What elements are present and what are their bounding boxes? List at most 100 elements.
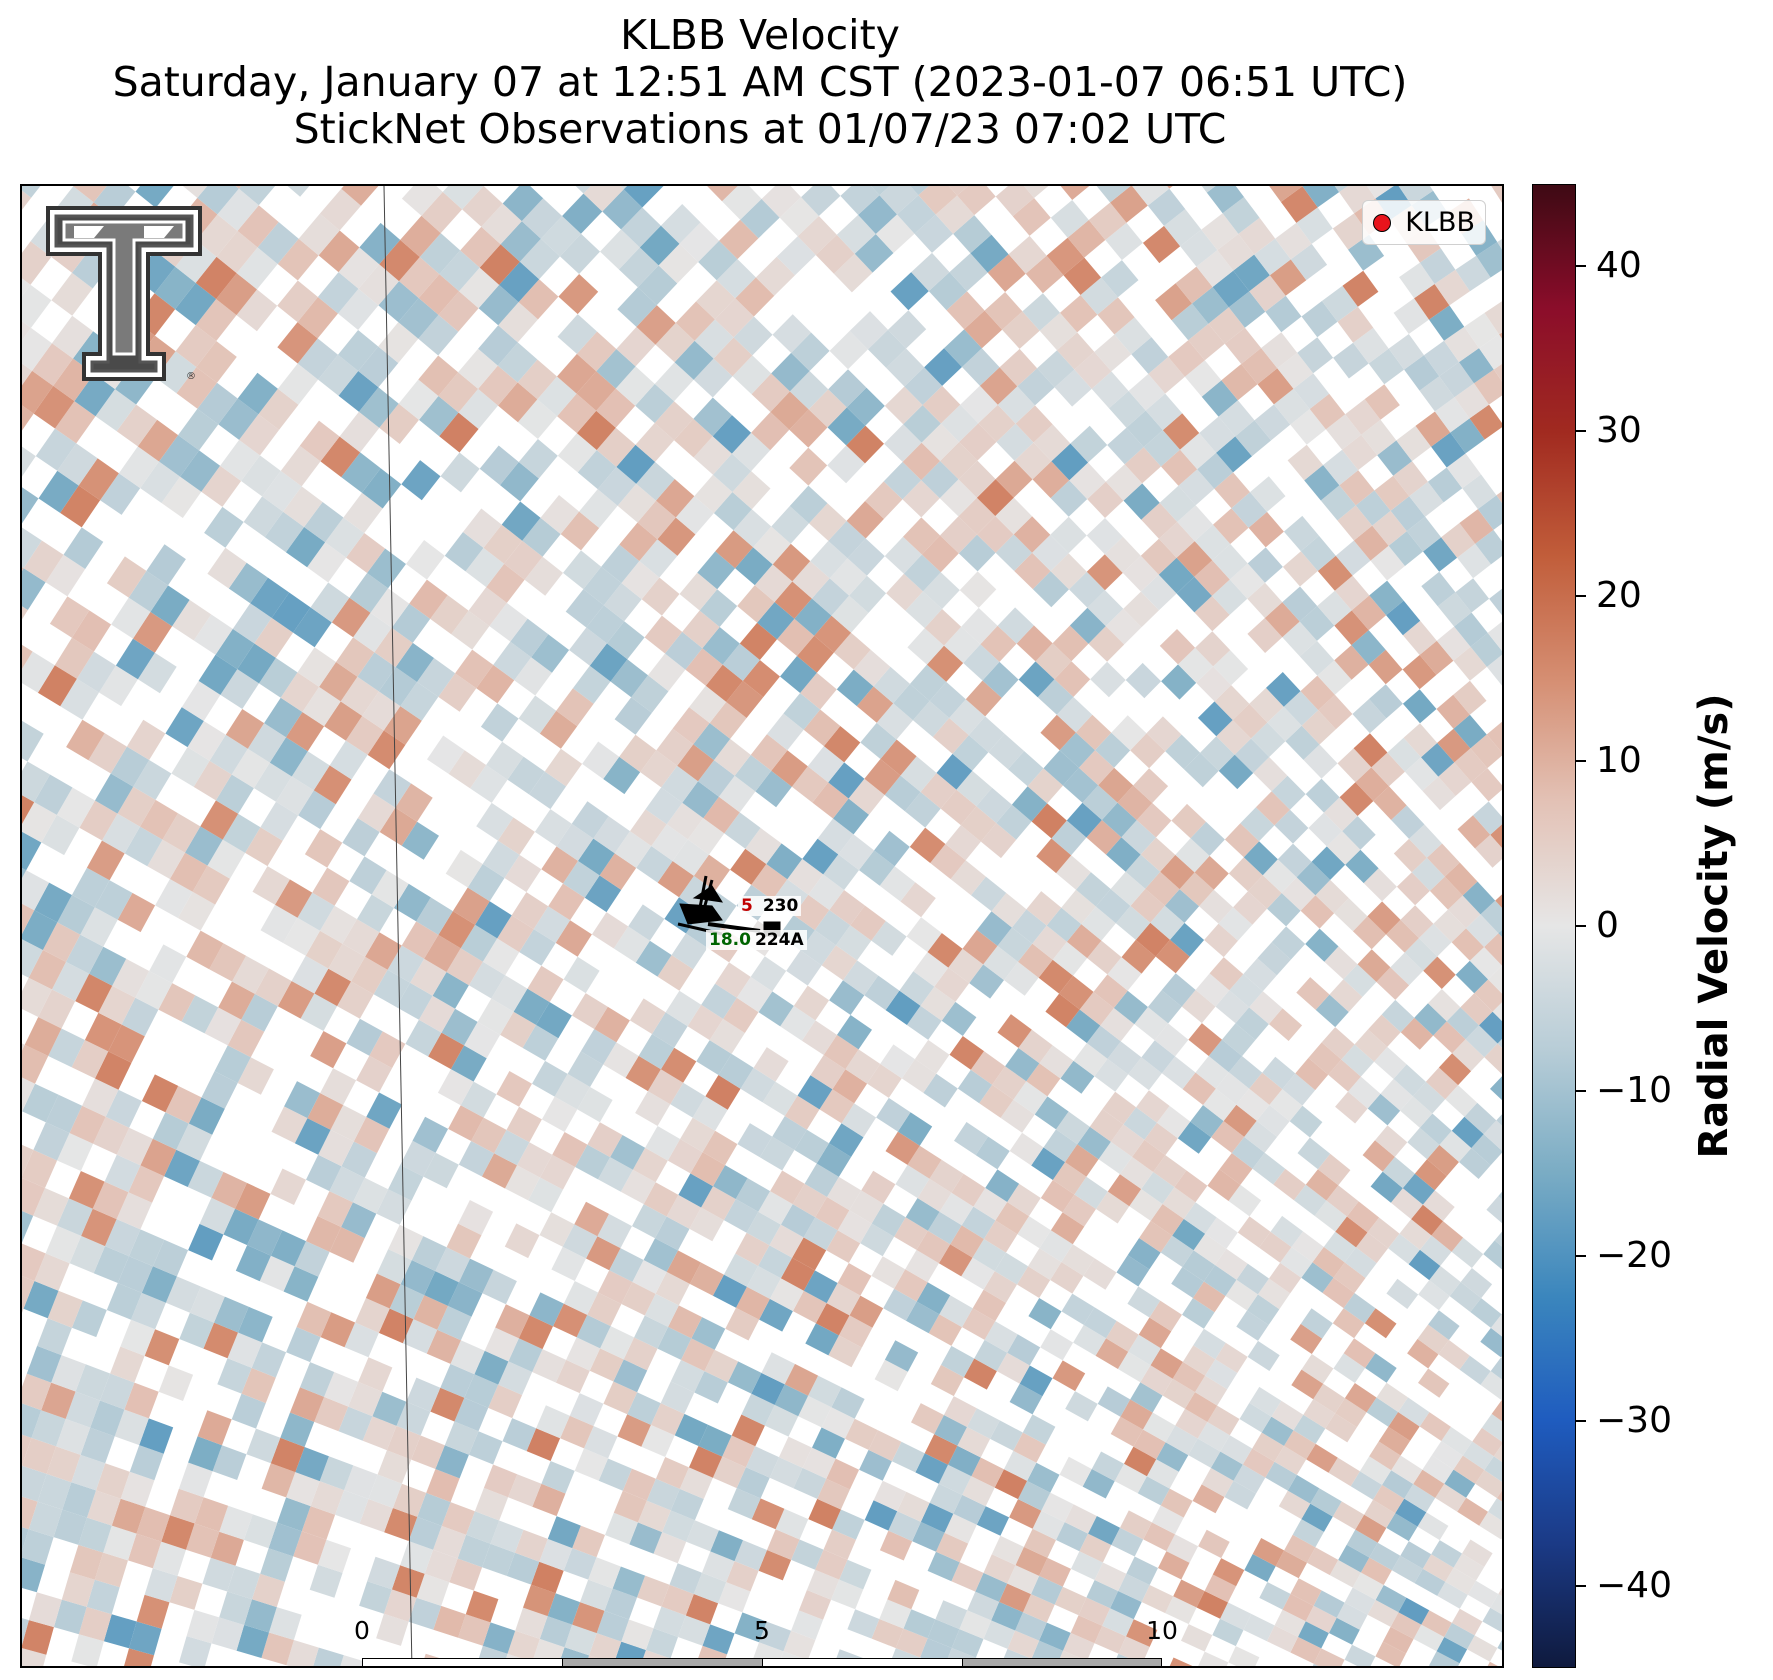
radar-gate xyxy=(1451,1116,1484,1148)
radar-gate xyxy=(888,1511,921,1542)
radar-gate xyxy=(904,367,943,405)
radar-gate xyxy=(78,1517,112,1553)
radar-gate xyxy=(498,302,538,343)
radar-gate xyxy=(605,1512,638,1545)
radar-gate xyxy=(759,1298,793,1332)
radar-gate xyxy=(1007,1630,1040,1659)
radar-gate xyxy=(591,912,629,949)
radar-gate xyxy=(55,401,96,444)
radar-gate xyxy=(1353,525,1389,561)
radar-gate xyxy=(902,480,940,518)
radar-gate xyxy=(661,765,698,803)
radar-gate xyxy=(1301,1503,1333,1532)
radar-gate xyxy=(65,1391,100,1428)
radar-gate xyxy=(504,1223,540,1259)
radar-gate xyxy=(236,289,278,332)
radar-gate xyxy=(1451,928,1485,961)
radar-gate xyxy=(819,1089,855,1124)
radar-gate xyxy=(792,1237,827,1271)
radar-gate xyxy=(1037,679,1074,715)
radar-gate xyxy=(1013,1432,1046,1463)
radar-gate xyxy=(1162,413,1200,450)
radar-gate xyxy=(1369,580,1404,616)
radar-gate xyxy=(22,241,52,285)
radar-gate xyxy=(144,1568,178,1603)
radar-gate xyxy=(1050,200,1089,238)
radar-gate xyxy=(873,1480,907,1512)
radar-gate xyxy=(479,244,520,285)
radar-gate xyxy=(656,728,694,766)
radar-gate xyxy=(643,1238,678,1272)
radar-gate xyxy=(518,1315,553,1350)
scale-segment xyxy=(962,1658,1162,1666)
radar-gate xyxy=(161,1515,195,1550)
radar-gate xyxy=(367,548,406,589)
radar-gate xyxy=(637,265,678,306)
radar-gate xyxy=(984,1321,1018,1353)
radar-gate xyxy=(300,993,338,1031)
radar-gate xyxy=(959,571,997,608)
radar-gate xyxy=(22,1529,54,1565)
radar-gate xyxy=(1173,1579,1205,1608)
radar-gate xyxy=(1214,685,1250,720)
radar-gate xyxy=(433,1605,466,1638)
radar-gate xyxy=(1480,1371,1502,1401)
radar-gate xyxy=(340,676,379,716)
radar-gate xyxy=(466,1511,500,1544)
radar-gate xyxy=(264,697,303,738)
radar-gate xyxy=(79,800,118,841)
radar-gate xyxy=(651,824,688,861)
radar-gate xyxy=(1222,197,1260,234)
radar-gate xyxy=(557,393,597,434)
radar-gate xyxy=(751,864,788,900)
radar-gate xyxy=(223,1208,259,1246)
radar-gate xyxy=(1353,327,1389,364)
radar-gate xyxy=(69,1105,106,1144)
radar-gate xyxy=(1334,898,1368,932)
radar-gate xyxy=(1380,1078,1413,1111)
radar-gate xyxy=(741,1393,775,1426)
radar-gate xyxy=(1332,213,1370,250)
radar-gate xyxy=(22,910,58,950)
radar-gate xyxy=(144,1329,180,1366)
radar-gate xyxy=(357,793,396,832)
radar-gate xyxy=(704,1349,739,1383)
radar-gate xyxy=(735,547,773,586)
radar-gate xyxy=(746,1266,781,1299)
radar-gate xyxy=(811,578,850,616)
radar-gate xyxy=(450,1045,487,1082)
radar-gate xyxy=(1254,404,1291,441)
radar-gate xyxy=(22,1077,35,1112)
radar-gate xyxy=(648,653,686,692)
radar-gate xyxy=(1418,1280,1450,1311)
radar-gate xyxy=(1062,1194,1096,1227)
radar-gate xyxy=(859,850,895,886)
scale-segment xyxy=(562,1658,763,1666)
radar-gate xyxy=(176,367,217,409)
radar-gate xyxy=(710,1530,743,1562)
radar-gate xyxy=(1477,495,1502,530)
radar-gate xyxy=(958,534,996,572)
radar-gate xyxy=(135,971,173,1010)
radar-gate xyxy=(1196,1591,1228,1619)
radar-gate xyxy=(1094,1625,1126,1654)
radar-gate xyxy=(1337,306,1374,343)
radar-gate xyxy=(964,310,1003,349)
radar-gate xyxy=(235,1245,271,1282)
radar-gate xyxy=(444,532,484,572)
radar-gate xyxy=(1031,1575,1063,1605)
radar-gate xyxy=(630,809,667,846)
radar-gate xyxy=(904,792,941,828)
radar-gate xyxy=(1422,776,1456,811)
radar-gate xyxy=(540,216,581,257)
radar-gate xyxy=(661,1584,694,1616)
radar-gate xyxy=(1439,362,1474,398)
radar-gate xyxy=(1403,723,1438,758)
radar-gate xyxy=(1054,1586,1087,1616)
radar-gate xyxy=(789,409,828,448)
radar-gate xyxy=(373,769,411,808)
radar-gate xyxy=(593,816,630,854)
radar-gate xyxy=(439,250,480,292)
radar-gate xyxy=(1160,1488,1193,1518)
